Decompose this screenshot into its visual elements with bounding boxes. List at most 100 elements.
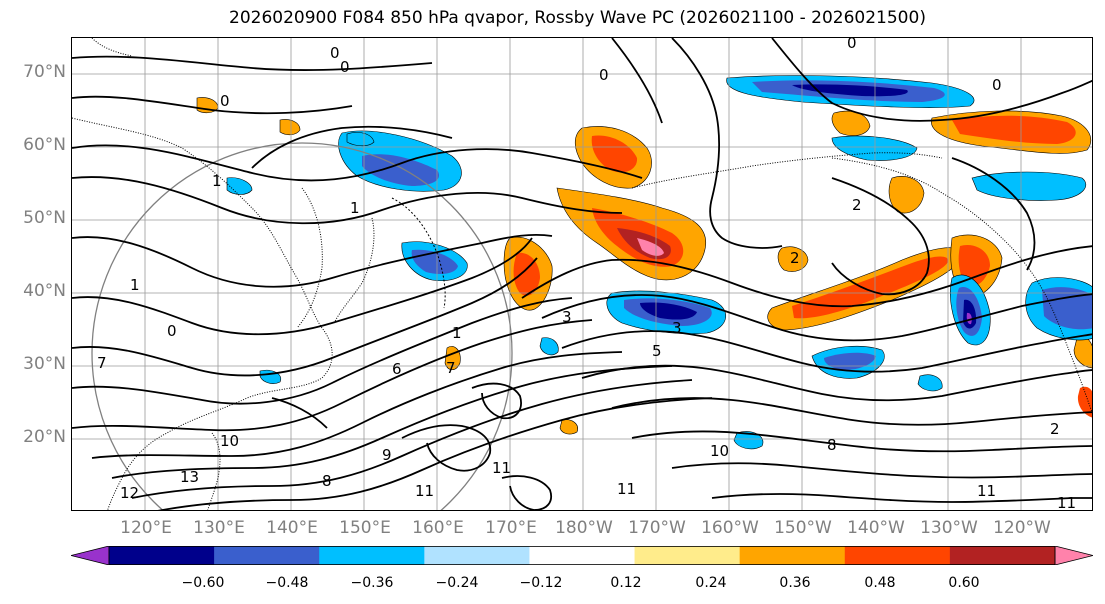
negative-anomaly-region xyxy=(226,177,253,195)
negative-anomaly-region xyxy=(539,337,559,356)
positive-anomaly-region xyxy=(513,252,540,296)
lat-label-70n: 70°N xyxy=(23,62,66,82)
contour-label: 8 xyxy=(827,436,837,454)
positive-anomaly-region xyxy=(591,135,638,173)
contour-label: 2 xyxy=(852,196,862,214)
lon-label-120w: 120°W xyxy=(993,518,1051,538)
colorbar-tick: −0.48 xyxy=(265,575,309,591)
contour-label: 0 xyxy=(340,58,350,76)
colorbar-tick: −0.60 xyxy=(181,575,225,591)
colorbar-tick: −0.36 xyxy=(350,575,394,591)
contour-label: 0 xyxy=(992,76,1002,94)
colorbar-tick: 0.60 xyxy=(948,575,980,591)
contour-label: 3 xyxy=(672,319,682,337)
contour-label: 1 xyxy=(350,199,360,217)
map-canvas: 0 0 0 0 0 0 0 1 1 1 1 2 2 2 3 3 5 6 7 7 … xyxy=(72,38,1092,511)
positive-anomaly-region xyxy=(279,119,301,136)
negative-anomaly-region xyxy=(966,312,972,325)
contour-label: 12 xyxy=(120,484,139,502)
colorbar-segment xyxy=(109,546,215,565)
contour-label: 10 xyxy=(710,442,729,460)
map-title: 2026020900 F084 850 hPa qvapor, Rossby W… xyxy=(229,8,926,28)
map-panel: 0 0 0 0 0 0 0 1 1 1 1 2 2 2 3 3 5 6 7 7 … xyxy=(71,37,1093,511)
colorbar-tick: −0.24 xyxy=(435,575,479,591)
contour-label: 0 xyxy=(599,66,609,84)
lon-label-160e: 160°E xyxy=(412,518,464,538)
colorbar-outline xyxy=(108,546,1056,565)
colorbar-segment xyxy=(949,546,1056,565)
lat-label-50n: 50°N xyxy=(23,208,66,228)
positive-anomaly-region xyxy=(637,238,664,256)
contour-label: 2 xyxy=(790,249,800,267)
colorbar-segment xyxy=(844,546,951,565)
contour-label: 8 xyxy=(322,472,332,490)
lat-label-20n: 20°N xyxy=(23,427,66,447)
contour-label: 0 xyxy=(167,322,177,340)
negative-anomaly-region xyxy=(362,154,440,186)
contour-label: 1 xyxy=(212,172,222,190)
contour-label: 9 xyxy=(382,446,392,464)
graticule xyxy=(72,38,1092,510)
colorbar-tick: 0.12 xyxy=(610,575,642,591)
negative-anomaly-region xyxy=(792,84,908,97)
lon-label-170e: 170°E xyxy=(485,518,537,538)
lon-label-150e: 150°E xyxy=(339,518,391,538)
colorbar-tick: −0.12 xyxy=(519,575,563,591)
contour-label: 5 xyxy=(652,342,662,360)
colorbar-segment xyxy=(634,546,741,565)
colorbar-segment xyxy=(739,546,846,565)
negative-anomaly-region xyxy=(733,431,764,450)
negative-anomaly-region xyxy=(831,135,918,161)
lon-label-120e: 120°E xyxy=(120,518,172,538)
contour-label: 1 xyxy=(452,324,462,342)
positive-anomaly-region xyxy=(1077,386,1092,418)
colorbar-segment xyxy=(529,546,636,565)
contour-label: 11 xyxy=(1057,494,1076,511)
contour-label: 6 xyxy=(392,360,402,378)
colorbar-extend-min xyxy=(71,546,110,565)
negative-anomaly-region xyxy=(971,171,1087,201)
negative-anomaly-region xyxy=(917,374,943,392)
positive-anomaly-region xyxy=(777,246,809,272)
contour-label: 11 xyxy=(617,480,636,498)
contour-label: 0 xyxy=(330,44,340,62)
contour-label: 1 xyxy=(130,276,140,294)
contour-label: 10 xyxy=(220,432,239,450)
contour-label-layer: 0 0 0 0 0 0 0 1 1 1 1 2 2 2 3 3 5 6 7 7 … xyxy=(97,38,1076,511)
lon-label-180w: 180°W xyxy=(555,518,613,538)
lat-label-60n: 60°N xyxy=(23,135,66,155)
lon-label-150w: 150°W xyxy=(774,518,832,538)
lat-label-30n: 30°N xyxy=(23,354,66,374)
contour-lines xyxy=(72,38,1092,510)
contour-label: 11 xyxy=(977,482,996,500)
positive-anomaly-region xyxy=(888,176,925,214)
contour-label: 7 xyxy=(97,354,107,372)
lon-label-140w: 140°W xyxy=(847,518,905,538)
lat-label-40n: 40°N xyxy=(23,281,66,301)
positive-anomaly-region xyxy=(952,115,1076,144)
negative-anomaly-region xyxy=(346,132,375,147)
positive-anomaly-region xyxy=(1073,336,1092,369)
contour-label: 13 xyxy=(180,468,199,486)
positive-anomaly-region xyxy=(792,256,949,319)
lon-label-140e: 140°E xyxy=(266,518,318,538)
colorbar-segment xyxy=(214,546,320,565)
colorbar-segment xyxy=(319,546,425,565)
lon-label-130e: 130°E xyxy=(193,518,245,538)
lon-label-160w: 160°W xyxy=(701,518,759,538)
contour-label: 3 xyxy=(562,308,572,326)
colorbar-segment xyxy=(424,546,530,565)
lon-label-170w: 170°W xyxy=(628,518,686,538)
colorbar-extend-max xyxy=(1054,546,1093,565)
contour-label: 0 xyxy=(220,92,230,110)
colorbar-tick: 0.48 xyxy=(864,575,896,591)
contour-label: 2 xyxy=(1050,420,1060,438)
negative-anomaly-region xyxy=(640,302,697,320)
colorbar-tick: 0.36 xyxy=(779,575,811,591)
colorbar-tick: 0.24 xyxy=(695,575,727,591)
negative-anomaly-region xyxy=(1042,287,1092,330)
colorbar xyxy=(71,546,1093,565)
contour-label: 7 xyxy=(446,359,456,377)
contour-label: 11 xyxy=(492,459,511,477)
lon-label-130w: 130°W xyxy=(920,518,978,538)
